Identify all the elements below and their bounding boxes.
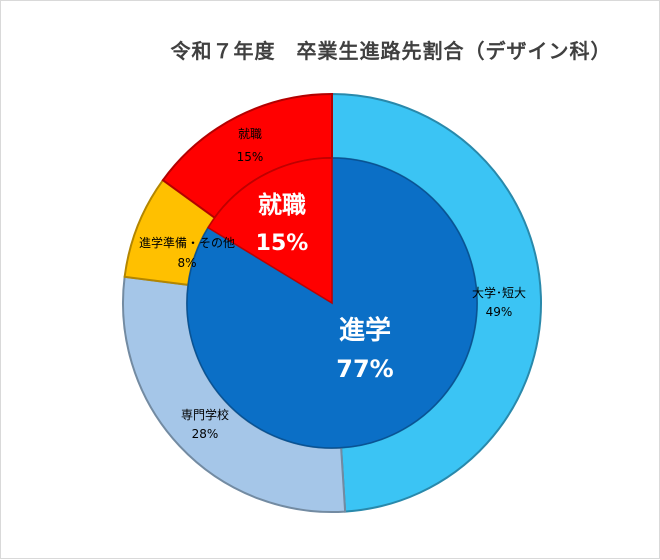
inner-label-employment: 就職 (258, 191, 306, 219)
outer-label-vocational: 専門学校 (181, 407, 229, 422)
outer-value-university: 49% (486, 305, 513, 319)
outer-value-prep-other: 8% (177, 256, 196, 270)
outer-label-employment: 就職 (238, 127, 262, 141)
outer-value-vocational: 28% (192, 427, 219, 441)
outer-label-university: 大学･短大 (472, 285, 526, 300)
outer-label-prep-other: 進学準備・その他 (139, 235, 235, 250)
inner-pie-slice-0 (186, 157, 478, 449)
chart-title: 令和７年度 卒業生進路先割合（デザイン科） (170, 39, 612, 63)
inner-pie-slice-1 (207, 157, 333, 305)
inner-label-further-education: 進学 (339, 315, 391, 346)
inner-value-employment: 15% (256, 231, 309, 256)
outer-value-employment: 15% (237, 150, 264, 164)
inner-value-further-education: 77% (336, 355, 393, 383)
